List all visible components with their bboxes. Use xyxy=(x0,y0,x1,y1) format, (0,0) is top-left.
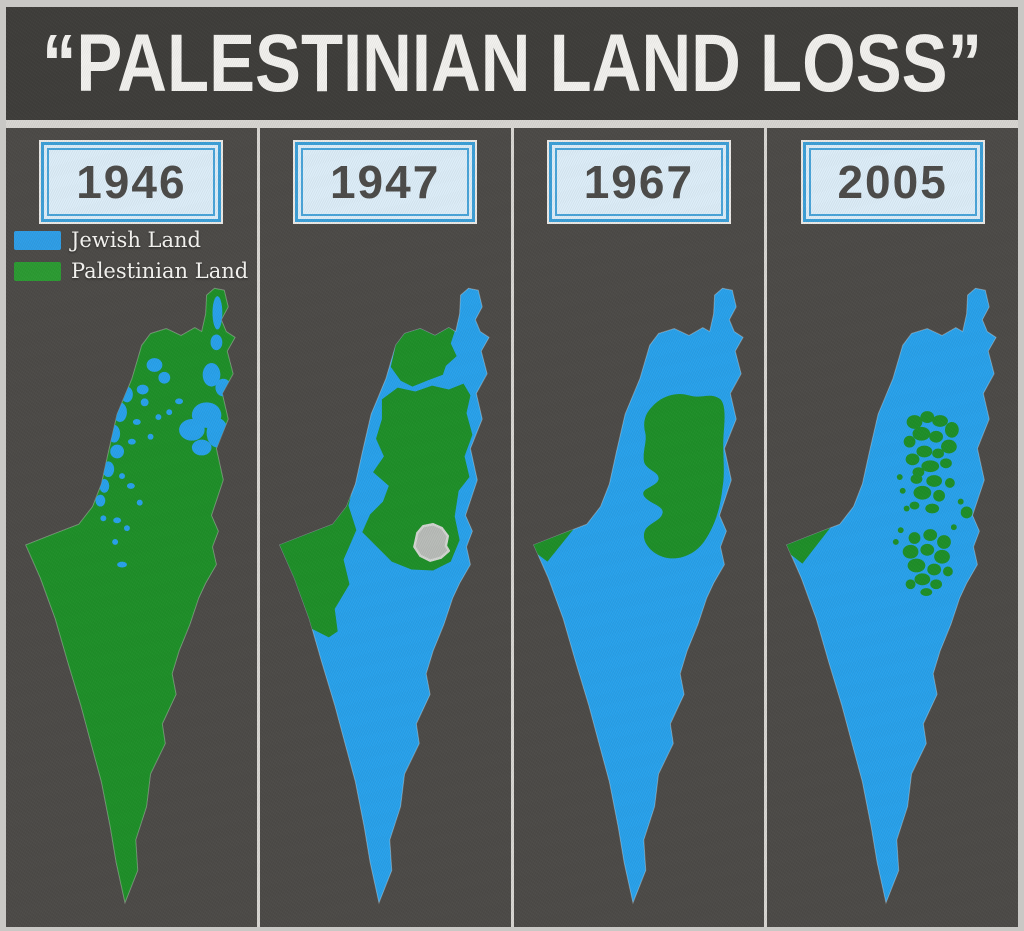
legend: Jewish Land Palestinian Land xyxy=(14,228,248,290)
year-label: 1947 xyxy=(329,156,441,208)
west-bank-region xyxy=(642,393,725,559)
map-2005 xyxy=(786,287,998,905)
legend-item-jewish-land: Jewish Land xyxy=(14,228,248,252)
year-badge-2005: 2005 xyxy=(802,142,983,222)
galilee-region xyxy=(390,327,457,387)
palestine-outline xyxy=(786,287,998,905)
palestinian-land-swatch xyxy=(14,261,61,281)
legend-item-palestinian-land: Palestinian Land xyxy=(14,259,248,283)
jerusalem-enclave xyxy=(412,523,450,562)
panel-2005: 2005 xyxy=(767,128,1018,927)
palestine-outline xyxy=(532,287,744,905)
year-label: 1946 xyxy=(76,156,187,208)
legend-label: Palestinian Land xyxy=(71,259,249,283)
panel-1947: 1947 xyxy=(259,128,511,927)
year-badge-1947: 1947 xyxy=(295,142,476,222)
title-svg: “PALESTINIAN LAND LOSS” xyxy=(42,18,982,109)
infographic-background: “PALESTINIAN LAND LOSS” 1946 Jewish Land xyxy=(6,7,1018,927)
year-label: 2005 xyxy=(837,156,948,208)
panel-1946: 1946 Jewish Land Palestinian Land xyxy=(6,128,257,927)
page-title: “PALESTINIAN LAND LOSS” xyxy=(42,18,982,109)
central-region xyxy=(362,383,473,571)
horizontal-divider xyxy=(6,120,1018,128)
map-1967 xyxy=(532,287,744,905)
map-1947 xyxy=(278,287,490,905)
year-label: 1967 xyxy=(583,156,695,208)
jewish-land-swatch xyxy=(14,230,61,250)
palestine-outline xyxy=(25,287,236,905)
title-banner: “PALESTINIAN LAND LOSS” xyxy=(6,7,1018,120)
panel-1967: 1967 xyxy=(513,128,765,927)
legend-label: Jewish Land xyxy=(71,228,201,252)
year-badge-1946: 1946 xyxy=(41,142,222,222)
year-badge-1967: 1967 xyxy=(548,142,729,222)
map-panels: 1946 Jewish Land Palestinian Land xyxy=(6,128,1018,927)
map-1946 xyxy=(25,287,236,905)
